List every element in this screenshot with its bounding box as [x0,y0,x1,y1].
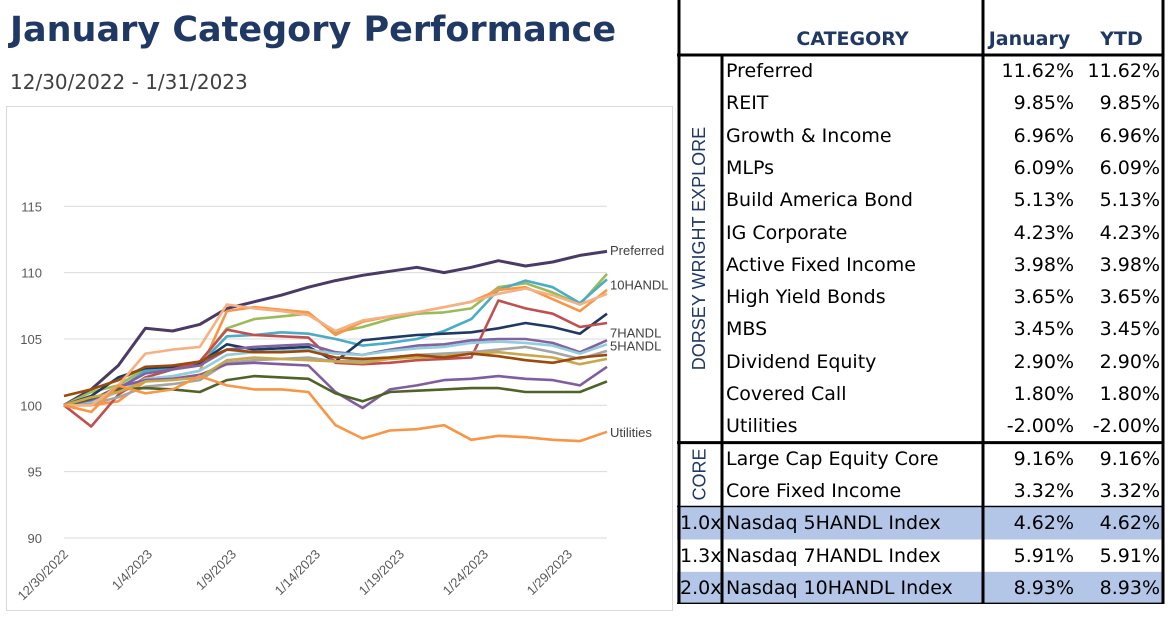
table-row-january: 2.90% [1013,350,1074,373]
table-row-ytd: 9.16% [1099,447,1160,470]
series-line-2 [63,278,608,407]
date-range-subtitle: 12/30/2022 - 1/31/2023 [10,70,248,94]
table-row-january: 11.62% [1001,60,1074,82]
table-row-ytd: 3.45% [1099,318,1160,341]
table-row-ytd: 6.09% [1099,156,1160,179]
series-line-preferred [63,249,608,407]
column-header-january: January [988,28,1071,50]
row-highlight [677,571,1163,604]
table-row-ytd: 4.23% [1099,221,1160,244]
table-row-category: Dividend Equity [726,350,877,373]
chart-canvas: 90 95 100 105 110 115 12/30/2022 1/4/2023 1/9/20… [14,199,669,604]
y-tick-label: 100 [20,398,42,413]
table-row-ytd: 5.13% [1099,189,1160,212]
x-tick-label: 12/30/2022 [14,547,71,604]
series-line-7handl [63,337,608,407]
performance-line-chart: 90 95 100 105 110 115 12/30/2022 1/4/2023 1/9/20… [6,106,673,611]
table-row-category: Active Fixed Income [726,253,916,276]
x-tick-label: 1/14/2023 [272,547,324,599]
index-row-category: Nasdaq 10HANDL Index [726,576,953,599]
table-row-january: 3.65% [1013,286,1074,309]
table-row-january: 3.32% [1013,479,1074,502]
table-row-january: 4.23% [1013,221,1074,244]
page-title: January Category Performance [10,10,617,50]
series-end-label: Preferred [610,243,664,258]
x-tick-label: 1/29/2023 [524,547,576,599]
x-tick-label: 1/19/2023 [356,547,408,599]
table-row-category: MLPs [726,156,775,179]
series-end-label: 7HANDL [610,325,661,340]
series-line-5handl [63,340,608,407]
leverage-label: 1.3x [680,544,722,567]
performance-table: CATEGORY January YTD Preferred 11.62% 11.62% R… [677,0,1166,604]
series-line-utilities [63,374,608,443]
y-tick-label: 95 [28,465,42,480]
table-row-january: 6.09% [1013,156,1074,179]
row-highlight [677,507,1163,540]
group-label: DORSEY WRIGHT EXPLORE [689,127,710,371]
y-tick-label: 110 [21,266,42,281]
table-row-category: IG Corporate [726,221,848,244]
table-row-category: Large Cap Equity Core [726,447,939,470]
table-row-ytd: 6.96% [1099,124,1160,147]
table-row-category: Preferred [726,60,814,82]
group-label: CORE [689,448,710,501]
y-tick-label: 115 [21,199,42,214]
index-row-ytd: 5.91% [1099,544,1160,567]
x-tick-label: 1/24/2023 [440,547,492,599]
index-row-category: Nasdaq 5HANDL Index [726,512,941,535]
series-end-label: 5HANDL [610,339,661,354]
series-end-label: 10HANDL [610,278,669,293]
table-row-category: MBS [726,318,768,341]
table-row-category: High Yield Bonds [726,286,886,309]
table-row-ytd: 3.32% [1099,479,1160,502]
table-row-january: 6.96% [1013,124,1074,147]
x-tick-label: 1/4/2023 [109,547,155,593]
column-header-category: CATEGORY [796,28,909,50]
table-row-category: Build America Bond [726,189,913,212]
table-row-january: -2.00% [1006,415,1074,438]
table-row-ytd: -2.00% [1092,415,1160,438]
series-line-11 [63,350,608,407]
leverage-label: 2.0x [680,576,722,599]
index-row-ytd: 4.62% [1099,512,1160,535]
series-line-12 [63,348,608,398]
y-tick-label: 105 [20,332,42,347]
table-row-january: 1.80% [1013,383,1074,405]
table-row-january: 3.45% [1013,318,1074,341]
table-row-january: 9.16% [1013,447,1074,470]
table-grid [677,0,1165,604]
leverage-label: 1.0x [680,512,722,535]
y-tick-label: 90 [28,531,42,546]
table-row-ytd: 9.85% [1099,92,1160,115]
table-row-category: REIT [726,92,769,115]
table-row-category: Covered Call [726,383,847,405]
table-row-january: 9.85% [1013,92,1074,115]
index-row-january: 8.93% [1013,576,1074,599]
index-row-ytd: 8.93% [1099,576,1160,599]
x-tick-label: 1/9/2023 [193,547,239,593]
table-row-category: Growth & Income [726,124,892,147]
table-row-category: Utilities [726,415,798,438]
table-row-january: 3.98% [1013,253,1074,276]
index-row-january: 5.91% [1013,544,1074,567]
table-row-category: Core Fixed Income [726,479,902,502]
table-row-ytd: 2.90% [1099,350,1160,373]
table-row-january: 5.13% [1013,189,1074,212]
table-row-ytd: 3.98% [1099,253,1160,276]
series-line-10 [63,374,608,407]
table-row-ytd: 1.80% [1099,383,1160,405]
column-header-ytd: YTD [1100,28,1143,50]
series-line-5 [63,299,608,428]
table-row-ytd: 3.65% [1099,286,1160,309]
index-row-january: 4.62% [1013,512,1074,535]
series-line-13 [64,287,608,407]
table-row-ytd: 11.62% [1087,60,1160,82]
index-row-category: Nasdaq 7HANDL Index [726,544,941,567]
series-end-label: Utilities [610,425,652,440]
